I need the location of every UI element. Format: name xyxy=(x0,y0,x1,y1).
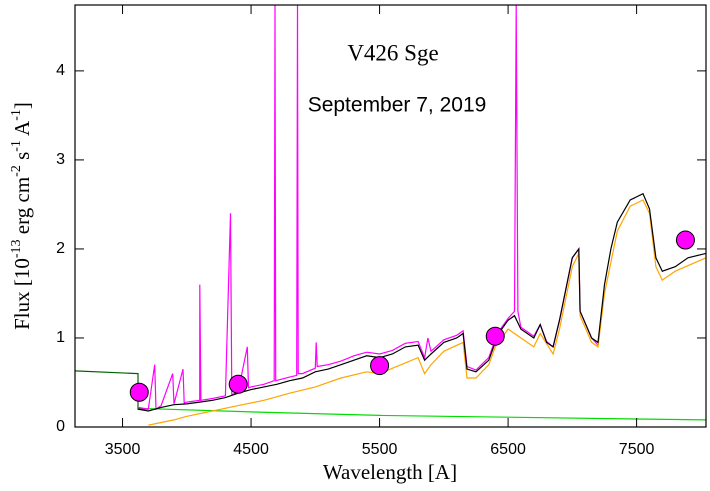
photometry-point xyxy=(370,356,390,376)
y-tick-label: 0 xyxy=(56,418,65,435)
y-label-text: A xyxy=(10,120,34,140)
spectrum-line xyxy=(137,192,706,412)
y-tick-label: 4 xyxy=(56,62,65,79)
chart-subtitle: September 7, 2019 xyxy=(308,94,487,117)
y-label-text: s xyxy=(10,152,34,165)
plot-area xyxy=(75,5,706,426)
y-label-superscript: -1 xyxy=(9,140,24,152)
y-label-superscript: -13 xyxy=(9,239,24,258)
y-tick-label: 3 xyxy=(56,151,65,168)
y-tick-label: 1 xyxy=(56,329,65,346)
x-tick-label: 5500 xyxy=(362,441,398,458)
y-tick-label: 2 xyxy=(56,240,65,257)
spectrum-line xyxy=(137,407,706,421)
x-tick-label: 3500 xyxy=(105,441,141,458)
y-label-text: ] xyxy=(10,102,34,109)
y-label-superscript: -2 xyxy=(9,165,24,177)
x-axis-label: Wavelength [A] xyxy=(323,460,457,484)
photometry-point xyxy=(485,326,505,346)
photometry-point xyxy=(675,230,695,250)
photometry-point xyxy=(129,382,149,402)
y-label-text: Flux [10 xyxy=(10,258,34,330)
y-axis-label: Flux [10-13 erg cm-2 s-1 A-1] xyxy=(9,102,34,330)
x-tick-label: 7500 xyxy=(619,441,655,458)
x-tick-label: 4500 xyxy=(233,441,269,458)
spectrum-line xyxy=(137,5,599,411)
x-tick-label: 6500 xyxy=(490,441,526,458)
spectrum-line xyxy=(148,199,706,426)
plot-frame xyxy=(74,4,707,428)
y-label-superscript: -1 xyxy=(9,109,24,121)
photometry-point xyxy=(228,374,248,394)
chart-title: V426 Sge xyxy=(347,40,438,65)
y-label-text: erg cm xyxy=(10,177,34,240)
